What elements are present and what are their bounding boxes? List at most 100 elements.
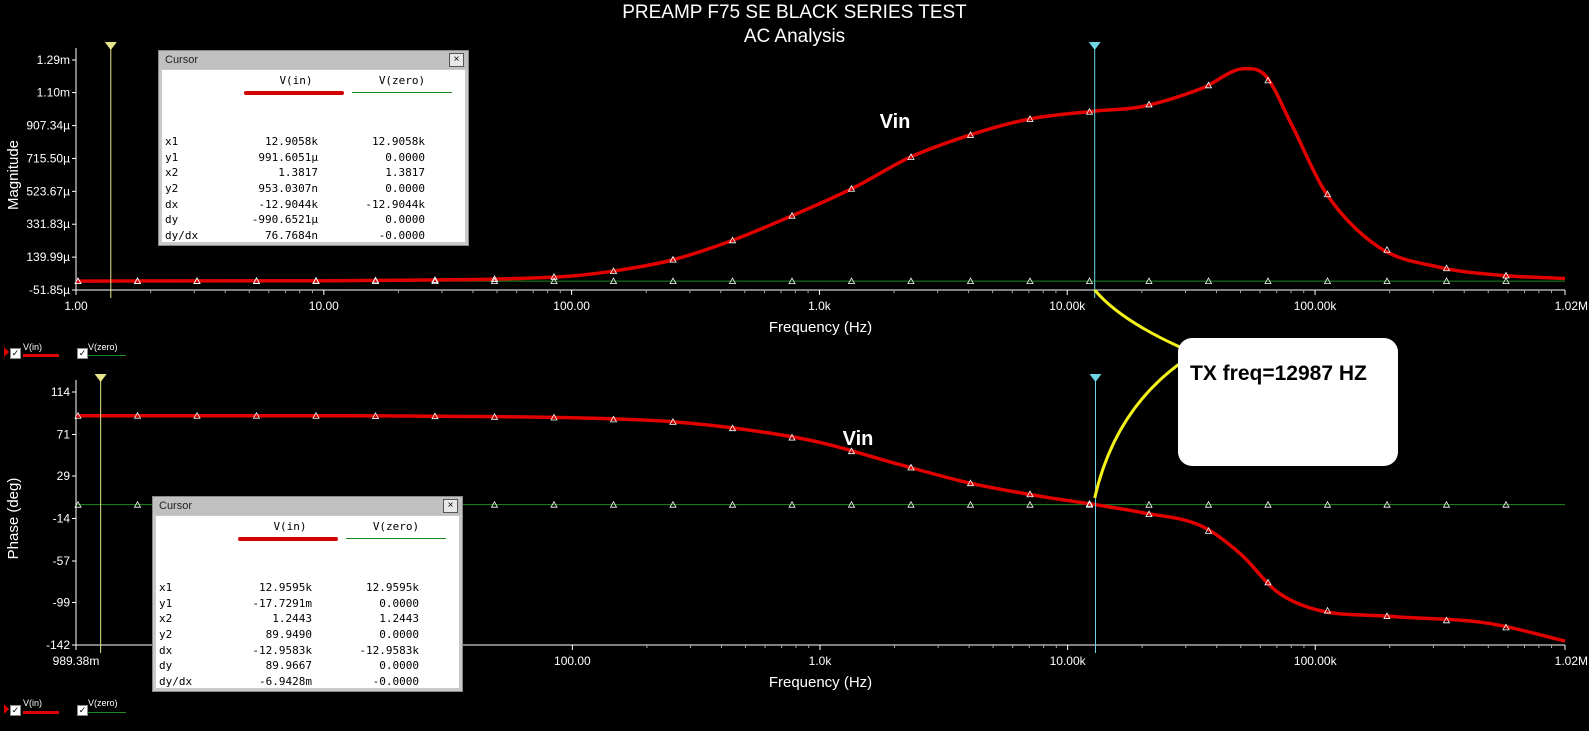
cursor-row-dx: dx -12.9583k -12.9583k [159, 642, 419, 658]
cursor-label: dy [159, 659, 173, 673]
vzero-marker [1264, 500, 1272, 508]
vin-marker [1323, 606, 1332, 614]
cursor-label: y2 [165, 182, 179, 196]
vzero-marker [1383, 500, 1391, 508]
series-label-vin: Vin [843, 428, 874, 450]
vin-marker [609, 267, 618, 274]
vzero-marker [728, 277, 737, 285]
vzero-marker [1145, 500, 1153, 508]
vin-marker [728, 424, 737, 432]
cursor-vin-value: 991.6051µ [258, 150, 318, 164]
vin-marker [193, 411, 201, 419]
legend-vzero-swatch [88, 355, 126, 356]
col-vin-header: V(in) [279, 74, 313, 87]
vzero-marker [1204, 500, 1213, 508]
cursor-vzero-value: -77.4928µ [365, 244, 425, 258]
cursor-vzero-value: 1.2443 [379, 612, 419, 626]
cursor-label: dy/dx [165, 228, 199, 242]
vzero-marker [1026, 500, 1034, 508]
vin-marker [550, 413, 558, 421]
cursor-vzero-value: -12.9044k [365, 197, 425, 211]
vzero-color-key [352, 92, 452, 93]
vin-marker [490, 275, 499, 282]
cursor-row-y2: y2 953.0307n 0.0000 [165, 181, 425, 197]
cursor-window-titlebar[interactable]: Cursor × [153, 497, 462, 515]
tx-freq-note: TX freq=12987 HZ [1178, 338, 1398, 466]
cursor-vzero-value: 12.9595k [366, 581, 419, 595]
cursor-row-dx: dx -12.9044k -12.9044k [165, 196, 425, 212]
cursor-vzero-value: 0.0000 [385, 182, 425, 196]
vin-marker [1502, 623, 1510, 631]
cursor-row-1-dx: 1/dx -77.4928µ -77.4928µ [165, 243, 425, 259]
cursor-vin-value: -990.6521µ [251, 213, 318, 227]
vin-checkbox[interactable]: ✓ [10, 705, 21, 716]
vin-marker [550, 272, 558, 280]
cursor-vin-value: 1.2443 [272, 612, 312, 626]
cursor-vin-value: -6.9428m [259, 674, 312, 688]
x-tick-label: 10.00k [1050, 654, 1087, 668]
vin-marker [907, 153, 915, 160]
close-button[interactable]: × [449, 53, 464, 67]
vzero-marker [966, 500, 975, 508]
legend-vin-swatch [23, 354, 59, 357]
vzero-marker [907, 277, 915, 285]
cursor-window-magnitude[interactable]: Cursor × V(in) V(zero) x1 12.9058k 12.9058… [158, 50, 469, 257]
cursor-vin-value: -12.9044k [258, 197, 318, 211]
vzero-marker [847, 277, 856, 285]
cursor-label: y1 [165, 150, 179, 164]
vin-marker [1264, 76, 1272, 84]
vzero-marker [907, 500, 915, 508]
vzero-marker [847, 500, 856, 508]
cursor-row-x1: x1 12.9595k 12.9595k [159, 580, 419, 596]
cursor-readout: V(in) V(zero) x1 12.9058k 12.9058k y1 991.60… [162, 70, 465, 257]
cursor-label: y1 [159, 596, 173, 610]
cursor-label: x1 [165, 135, 179, 149]
vzero-marker [788, 500, 796, 508]
vin-marker [609, 415, 618, 423]
vzero-marker [193, 277, 201, 285]
callout-line-top [1093, 289, 1183, 350]
cursor-vzero-value: -0.0000 [378, 228, 425, 242]
vin-marker [847, 447, 856, 455]
chart-subtitle: AC Analysis [743, 26, 846, 47]
col-vin-header: V(in) [273, 520, 307, 533]
legend-vin-swatch [23, 711, 59, 714]
cursor-vzero-value: -12.9583k [359, 643, 419, 657]
cursor-row-y2: y2 89.9490 0.0000 [159, 627, 419, 643]
cursor-vzero-value: -77.1706µ [359, 690, 419, 704]
cursor-row-dy-dx: dy/dx 76.7684n -0.0000 [165, 228, 425, 244]
cursor-row-y1: y1 -17.7291m 0.0000 [159, 596, 419, 612]
vin-marker [907, 463, 915, 471]
vzero-marker [669, 500, 677, 508]
x-tick-label: 100.00k [1294, 654, 1338, 668]
vzero-marker [669, 277, 677, 285]
cursor-vin-value: 1.3817 [278, 166, 318, 180]
vzero-checkbox[interactable]: ✓ [77, 348, 88, 359]
cursor-2-handle [1088, 42, 1101, 50]
vin-marker [490, 412, 499, 420]
cursor-row-x2: x2 1.3817 1.3817 [165, 165, 425, 181]
vin-checkbox[interactable]: ✓ [10, 348, 21, 359]
series-vin-line [75, 66, 1566, 283]
vzero-marker [1145, 277, 1153, 285]
vin-marker [133, 411, 142, 419]
cursor-label: dx [165, 197, 179, 211]
x-tick-label: 100.00 [554, 654, 591, 668]
vin-marker [1145, 100, 1153, 108]
x-tick-label: 10.00k [1049, 299, 1086, 313]
cursor-row-dy: dy 89.9667 0.0000 [159, 658, 419, 674]
cursor-vin-value: -12.9583k [252, 643, 312, 657]
y-tick-label: 71 [57, 427, 71, 441]
cursor-row-x2: x2 1.2443 1.2443 [159, 611, 419, 627]
cursor-window-phase[interactable]: Cursor × V(in) V(zero) x1 12.9595k 12.9595… [152, 496, 463, 703]
x-tick-label: 1.0k [808, 299, 832, 313]
vzero-marker [74, 500, 82, 508]
cursor-window-titlebar[interactable]: Cursor × [159, 51, 468, 69]
vin-marker [669, 418, 677, 425]
close-button[interactable]: × [443, 499, 458, 513]
cursor-vzero-value: 0.0000 [379, 628, 419, 642]
vzero-checkbox[interactable]: ✓ [77, 705, 88, 716]
cursor-vzero-value: -0.0000 [372, 674, 419, 688]
vzero-marker [550, 500, 558, 508]
